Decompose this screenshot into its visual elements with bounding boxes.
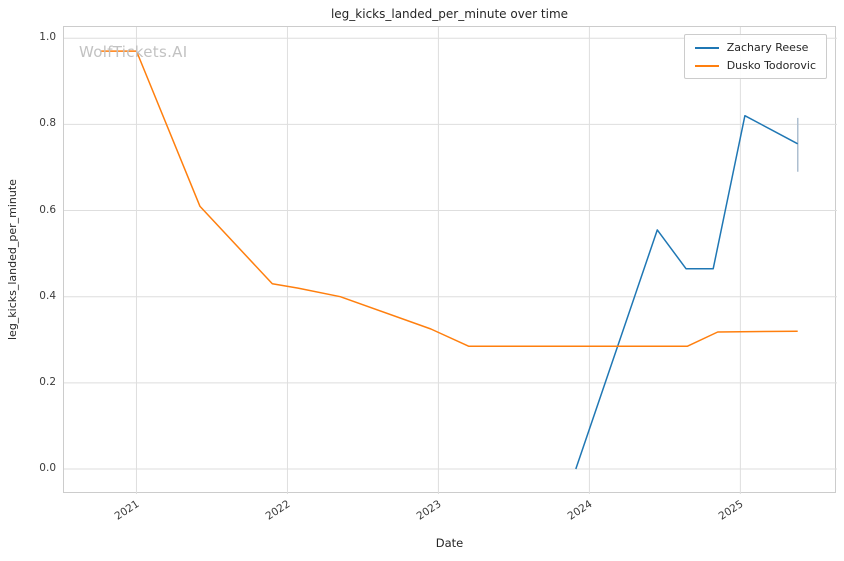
series-line-dusko-todorovic bbox=[100, 50, 798, 347]
plot-canvas bbox=[64, 27, 837, 494]
legend-label: Zachary Reese bbox=[726, 41, 809, 54]
legend-item: Dusko Todorovic bbox=[694, 59, 816, 72]
y-axis-label: leg_kicks_landed_per_minute bbox=[6, 179, 19, 340]
series-line-zachary-reese bbox=[575, 114, 799, 470]
x-axis-label: Date bbox=[435, 536, 464, 550]
legend-item: Zachary Reese bbox=[694, 41, 816, 54]
x-tick-label: 2025 bbox=[716, 498, 746, 523]
x-tick-label: 2024 bbox=[565, 498, 595, 523]
chart-title: leg_kicks_landed_per_minute over time bbox=[330, 7, 569, 21]
legend-label: Dusko Todorovic bbox=[726, 59, 816, 72]
watermark: WolfTickets.AI bbox=[79, 43, 188, 61]
legend-line-swatch bbox=[694, 64, 719, 67]
legend: Zachary Reese Dusko Todorovic bbox=[683, 34, 827, 79]
x-tick-label: 2021 bbox=[113, 498, 143, 523]
legend-line-swatch bbox=[694, 46, 719, 49]
x-tick-label: 2022 bbox=[264, 498, 293, 523]
x-tick-label: 2023 bbox=[415, 498, 444, 523]
plot-area: WolfTickets.AI Zachary Reese Dusko Todor… bbox=[63, 26, 837, 494]
